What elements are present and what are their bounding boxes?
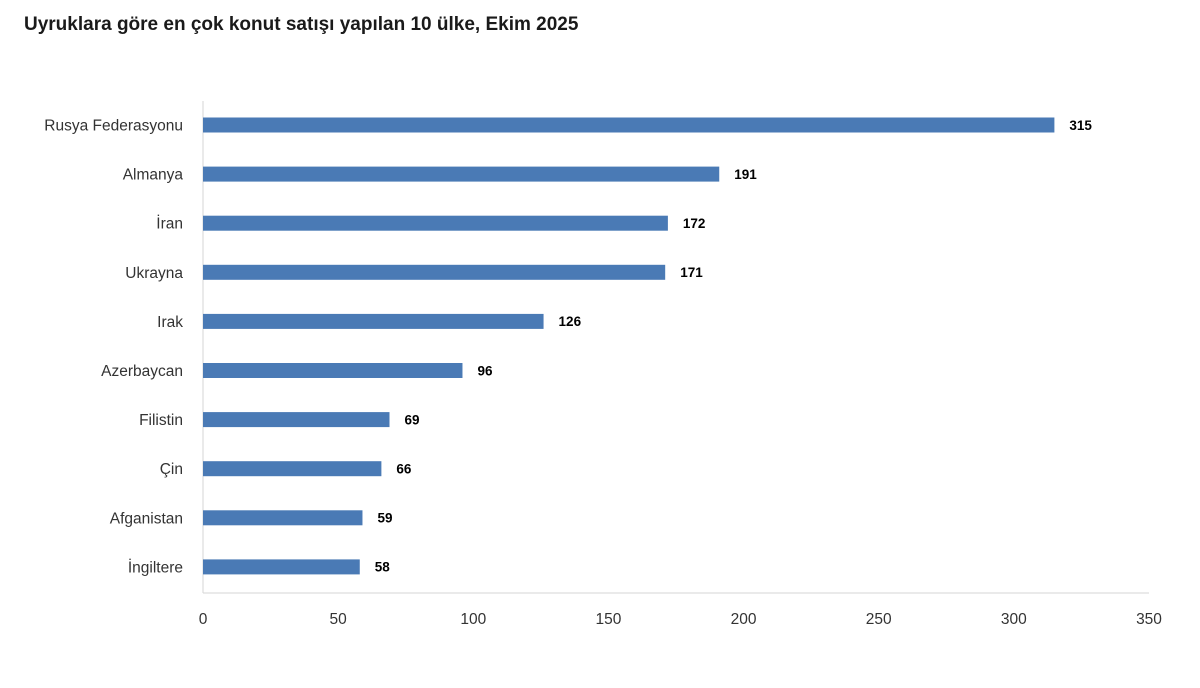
x-tick-label: 0 bbox=[199, 611, 208, 628]
data-label: 172 bbox=[683, 216, 706, 231]
category-label: Afganistan bbox=[110, 510, 183, 527]
bar bbox=[203, 166, 720, 182]
bar bbox=[203, 559, 360, 575]
x-tick-label: 150 bbox=[595, 611, 621, 628]
x-tick-label: 100 bbox=[460, 611, 486, 628]
category-label: Ukrayna bbox=[125, 265, 183, 282]
data-label: 69 bbox=[404, 412, 419, 427]
x-tick-label: 50 bbox=[330, 611, 348, 628]
data-label: 58 bbox=[375, 560, 391, 575]
category-label: İngiltere bbox=[128, 558, 183, 576]
plot-area: 0 50 100 150 200 250 300 350 Rusya Federasyonu 31… bbox=[44, 101, 1162, 628]
bar bbox=[203, 510, 363, 526]
x-tick-label: 300 bbox=[1001, 611, 1027, 628]
data-label: 96 bbox=[477, 363, 493, 378]
data-label: 315 bbox=[1069, 118, 1092, 133]
category-label: Filistin bbox=[139, 412, 183, 429]
bar bbox=[203, 363, 463, 378]
chart-title: Uyruklara göre en çok konut satışı yapıl… bbox=[24, 14, 579, 35]
data-label: 191 bbox=[734, 167, 757, 182]
x-tick-label: 350 bbox=[1136, 611, 1162, 628]
data-label: 171 bbox=[680, 265, 703, 280]
bar bbox=[203, 412, 390, 428]
category-label: Çin bbox=[160, 461, 183, 478]
data-label: 59 bbox=[377, 511, 392, 526]
category-label: Rusya Federasyonu bbox=[44, 118, 183, 135]
bar bbox=[203, 313, 544, 329]
category-label: Almanya bbox=[123, 167, 184, 184]
bar bbox=[203, 461, 382, 477]
data-label: 126 bbox=[559, 314, 582, 329]
category-label: Azerbaycan bbox=[101, 363, 183, 380]
category-label: Irak bbox=[157, 314, 183, 331]
bar bbox=[203, 215, 668, 231]
category-label: İran bbox=[156, 215, 183, 233]
data-label: 66 bbox=[396, 462, 412, 477]
x-tick-label: 250 bbox=[866, 611, 892, 628]
x-tick-label: 200 bbox=[731, 611, 757, 628]
bar bbox=[203, 117, 1055, 133]
bar bbox=[203, 264, 666, 280]
